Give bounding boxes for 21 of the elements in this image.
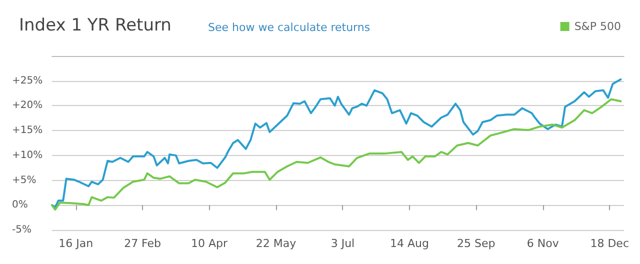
y-tick-label: +5% <box>12 174 36 186</box>
y-tick-label: +15% <box>12 125 43 136</box>
x-tick-label: 14 Aug <box>390 237 429 250</box>
x-tick-label: 25 Sep <box>457 237 496 250</box>
line-series <box>51 78 622 208</box>
x-tick-label: 27 Feb <box>124 237 162 250</box>
x-tick-label: 3 Jul <box>330 237 355 250</box>
y-tick-label: +20% <box>12 100 43 112</box>
x-tick-label: 6 Nov <box>526 237 560 250</box>
x-tick-label: 22 May <box>256 237 297 250</box>
y-tick-label: 0% <box>12 200 28 211</box>
line-series <box>51 98 622 211</box>
y-tick-label: +25% <box>12 75 43 86</box>
y-tick-label: +10% <box>12 150 43 161</box>
chart-title: Index 1 YR Return <box>19 16 172 36</box>
x-tick-label: 16 Jan <box>58 237 94 250</box>
y-tick-label: -5% <box>12 224 32 236</box>
x-tick-label: 18 Dec <box>590 237 629 250</box>
legend-label: S&P 500 <box>574 20 621 33</box>
x-tick-label: 10 Apr <box>191 237 228 250</box>
chart-subtitle: See how we calculate returns <box>208 21 370 34</box>
